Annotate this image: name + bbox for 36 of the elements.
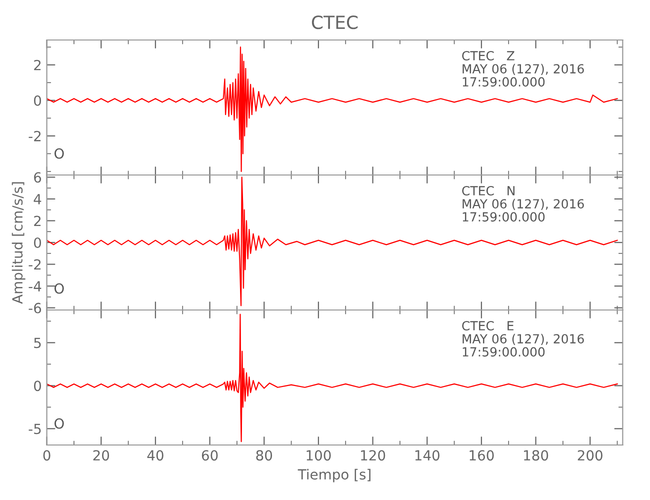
annotation: CTEC Z MAY 06 (127), 2016 17:59:00.000 — [462, 51, 584, 87]
y-tick-label: -5 — [28, 424, 41, 434]
annotation: CTEC N MAY 06 (127), 2016 17:59:00.000 — [462, 186, 584, 222]
line-series — [46, 176, 618, 306]
y-tick-label: 0 — [34, 95, 42, 106]
y-tick-label: 0 — [34, 380, 42, 392]
y-axis-title: Amplitud [cm/s/s] — [12, 182, 26, 304]
x-tick-label: 100 — [306, 450, 331, 461]
y-tick-label: 5 — [34, 338, 41, 348]
line-series — [46, 314, 618, 442]
x-tick-label: 200 — [578, 450, 602, 461]
x-tick-label: 20 — [93, 450, 110, 461]
x-tick-label: 40 — [147, 450, 164, 461]
x-tick-label: 60 — [202, 450, 218, 461]
x-tick-label: 0 — [43, 450, 50, 461]
line-series — [46, 46, 618, 172]
annotation: O — [54, 418, 64, 429]
y-tick-label: 4 — [34, 194, 42, 204]
y-tick-label: -6 — [28, 302, 42, 314]
y-tick-label: -2 — [28, 259, 41, 270]
y-tick-label: 2 — [34, 60, 41, 70]
y-tick-label: 2 — [34, 216, 41, 226]
x-tick-label: 180 — [524, 450, 548, 461]
annotation: O — [54, 148, 64, 159]
y-tick-label: -2 — [28, 130, 41, 142]
x-tick-label: 160 — [470, 450, 494, 461]
chart-title: CTEC — [312, 15, 358, 30]
x-axis-title: Tiempo [s] — [298, 468, 370, 482]
annotation: O — [54, 283, 64, 294]
x-tick-label: 80 — [256, 450, 272, 461]
annotation: CTEC E MAY 06 (127), 2016 17:59:00.000 — [462, 321, 584, 357]
y-tick-label: 6 — [34, 172, 42, 183]
y-tick-label: 0 — [34, 237, 42, 248]
x-tick-label: 140 — [415, 450, 440, 461]
x-tick-label: 120 — [361, 450, 386, 461]
y-tick-label: -4 — [28, 281, 42, 292]
